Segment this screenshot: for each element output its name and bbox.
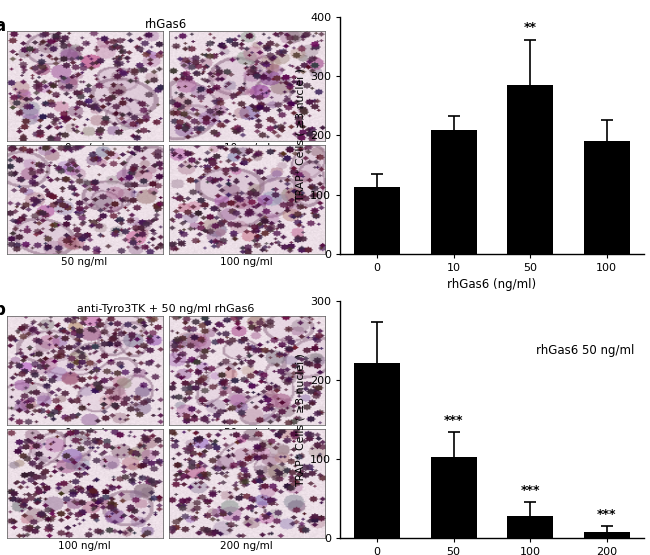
- X-axis label: 10 ng/ml: 10 ng/ml: [224, 143, 270, 154]
- Text: ***: ***: [597, 508, 616, 521]
- Bar: [507, 85, 553, 254]
- Bar: [354, 363, 400, 538]
- Text: rhGas6 50 ng/ml: rhGas6 50 ng/ml: [536, 344, 634, 357]
- X-axis label: 100 ng/ml: 100 ng/ml: [220, 256, 273, 266]
- Bar: [431, 457, 476, 538]
- X-axis label: rhGas6 (ng/ml): rhGas6 (ng/ml): [447, 279, 536, 291]
- Text: a: a: [0, 17, 5, 34]
- Text: rhGas6: rhGas6: [144, 18, 187, 31]
- Bar: [507, 516, 553, 538]
- Text: **: **: [524, 22, 537, 34]
- Bar: [431, 130, 476, 254]
- X-axis label: 50 ng/ml: 50 ng/ml: [61, 256, 108, 266]
- Text: ***: ***: [521, 485, 540, 497]
- Bar: [584, 532, 630, 538]
- Text: anti-Tyro3TK + 50 ng/ml rhGas6: anti-Tyro3TK + 50 ng/ml rhGas6: [77, 304, 254, 314]
- Text: ***: ***: [444, 414, 463, 427]
- X-axis label: 200 ng/ml: 200 ng/ml: [220, 541, 273, 551]
- Bar: [354, 188, 400, 254]
- Bar: [584, 141, 630, 254]
- X-axis label: 50 ng/ml: 50 ng/ml: [224, 428, 270, 438]
- Text: b: b: [0, 301, 6, 319]
- X-axis label: 0 ng/ml: 0 ng/ml: [65, 143, 105, 154]
- Y-axis label: TRAP⁺ Cells ( ≥3 nuclei ): TRAP⁺ Cells ( ≥3 nuclei ): [296, 353, 306, 487]
- X-axis label: 100 ng/ml: 100 ng/ml: [58, 541, 111, 551]
- X-axis label: 0 ng/ml: 0 ng/ml: [65, 428, 105, 438]
- Y-axis label: TRAP⁺ Cells ( ≥3 nuclei ): TRAP⁺ Cells ( ≥3 nuclei ): [296, 68, 306, 202]
